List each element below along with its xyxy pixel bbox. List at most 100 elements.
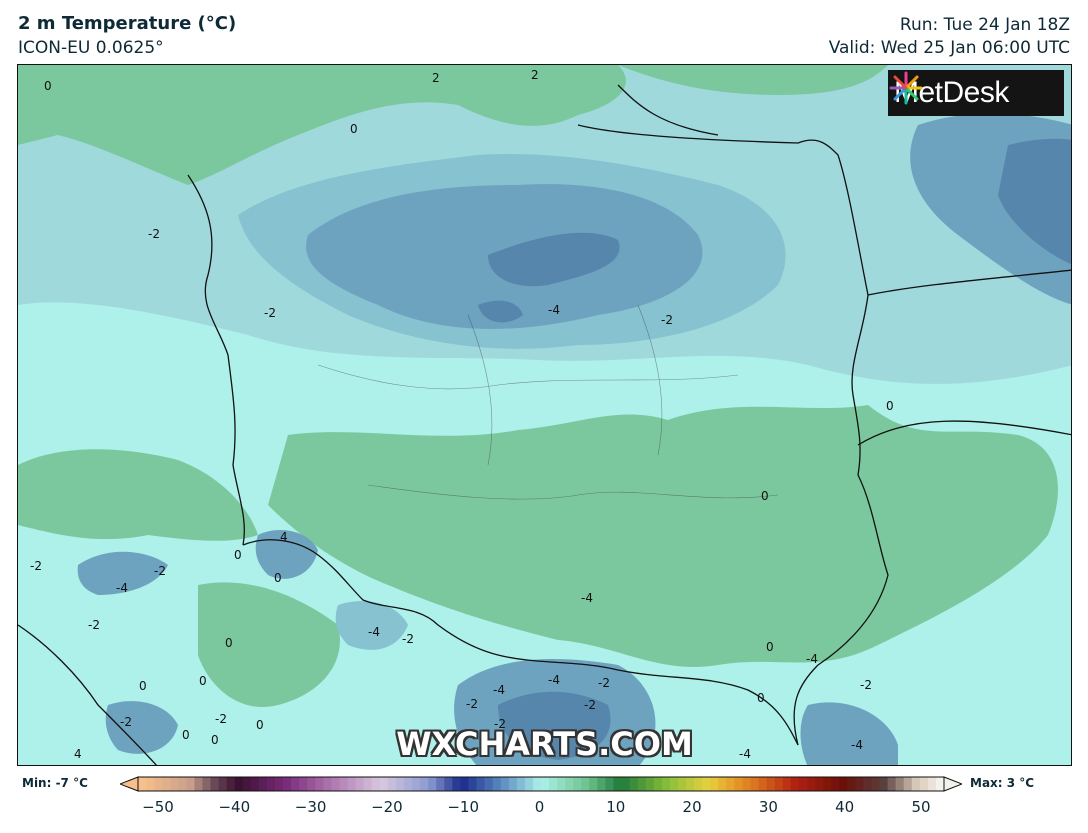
map-canvas (18, 65, 1071, 765)
colorbar-segment (266, 777, 276, 791)
colorbar-segment (678, 777, 687, 791)
band-warm-northeast (618, 65, 888, 95)
colorbar-segment (790, 777, 800, 791)
colorbar-segment (315, 777, 324, 791)
colorbar-segment (299, 777, 308, 791)
isotherm-label: -2 (661, 313, 673, 327)
colorbar-segment (919, 777, 929, 791)
colorbar-segment (170, 777, 179, 791)
colorbar-segment (258, 777, 268, 791)
colorbar-segment (452, 777, 461, 791)
isotherm-label: 0 (886, 399, 894, 413)
colorbar-outline (137, 776, 945, 792)
isotherm-label: -4 (548, 673, 560, 687)
colorbar-segment (645, 777, 655, 791)
colorbar-segment (468, 777, 478, 791)
isotherm-label: -2 (860, 678, 872, 692)
isotherm-label: 0 (44, 79, 52, 93)
colorbar-tick-label: 40 (835, 798, 855, 816)
colorbar-segment (371, 777, 381, 791)
isotherm-label: -4 (739, 747, 751, 761)
colorbar-section: Min: -7 °C Max: 3 °C −50 −40 −30 −20 −10 0 10 2… (0, 770, 1088, 833)
band-minus4-far-southwest (105, 701, 178, 754)
colorbar-segment (379, 777, 389, 791)
colorbar-segment (508, 777, 518, 791)
colorbar-segment (395, 777, 405, 791)
colorbar-segment (782, 777, 792, 791)
isotherm-label: 0 (274, 571, 282, 585)
temperature-colorbar (120, 776, 962, 792)
band-warm-west (18, 449, 258, 541)
min-temperature-label: Min: -7 °C (22, 776, 88, 790)
isotherm-label: -2 (598, 676, 610, 690)
band-warm-southwest (198, 582, 340, 707)
isotherm-label: 0 (199, 674, 207, 688)
isotherm-label: -2 (154, 564, 166, 578)
colorbar-segment (565, 777, 574, 791)
colorbar-segment (653, 777, 663, 791)
isotherm-label: 0 (757, 691, 765, 705)
isotherm-label: -2 (88, 618, 100, 632)
isotherm-label: -2 (494, 717, 506, 731)
colorbar-segment (895, 777, 905, 791)
colorbar-segment (363, 777, 373, 791)
colorbar-tick-label: −10 (447, 798, 480, 816)
colorbar-max-arrow (943, 776, 962, 792)
band-warm-south (268, 405, 1058, 668)
colorbar-segment (420, 777, 429, 791)
colorbar-segment (347, 777, 357, 791)
colorbar-segment (847, 777, 856, 791)
isotherm-label: 0 (350, 122, 358, 136)
chart-title: 2 m Temperature (°C) (18, 13, 237, 34)
colorbar-segment (798, 777, 808, 791)
isotherm-label: -4 (806, 652, 818, 666)
colorbar-segment (637, 777, 647, 791)
colorbar-segment (444, 777, 453, 791)
isotherm-label: -2 (30, 559, 42, 573)
colorbar-segment (702, 777, 711, 791)
metdesk-logo: MetDesk (888, 70, 1064, 116)
colorbar-segment (178, 777, 187, 791)
band-minus5-carpathians (498, 691, 611, 760)
colorbar-segment (202, 777, 212, 791)
colorbar-segment (831, 777, 840, 791)
colorbar-segment (927, 777, 937, 791)
colorbar-tick-label: 30 (758, 798, 778, 816)
isotherm-label: 0 (211, 733, 219, 747)
colorbar-segment (307, 777, 316, 791)
colorbar-segment (387, 777, 397, 791)
run-time: Run: Tue 24 Jan 18Z (899, 15, 1070, 35)
colorbar-segment (484, 777, 494, 791)
colorbar-segment (532, 777, 542, 791)
colorbar-segment (750, 777, 760, 791)
colorbar-segment (516, 777, 526, 791)
colorbar-segment (549, 777, 558, 791)
isotherm-label: -2 (215, 712, 227, 726)
colorbar-segment (226, 777, 236, 791)
colorbar-segment (605, 777, 615, 791)
band-minus5-northeast (998, 138, 1071, 265)
colorbar-segment (806, 777, 816, 791)
colorbar-segment (863, 777, 873, 791)
colorbar-segment (597, 777, 607, 791)
isotherm-label: 4 (280, 530, 288, 544)
country-borders (18, 84, 1071, 765)
colorbar-segment (557, 777, 566, 791)
colorbar-segment (726, 777, 736, 791)
colorbar-segment (589, 777, 599, 791)
temperature-map[interactable]: MetDesk WXCHARTS.COM (17, 64, 1072, 766)
colorbar-segment (621, 777, 631, 791)
colorbar-segment (186, 777, 196, 791)
isotherm-label: -2 (148, 227, 160, 241)
isotherm-label: -4 (368, 625, 380, 639)
colorbar-segment (734, 777, 744, 791)
colorbar-segment (492, 777, 502, 791)
colorbar-segment (911, 777, 921, 791)
colorbar-segment (524, 777, 534, 791)
isotherm-label: -2 (402, 632, 414, 646)
colorbar-segment (412, 777, 421, 791)
colorbar-segment (194, 777, 204, 791)
colorbar-segment (428, 777, 437, 791)
isotherm-label: 4 (74, 747, 82, 761)
colorbar-segment (154, 777, 163, 791)
